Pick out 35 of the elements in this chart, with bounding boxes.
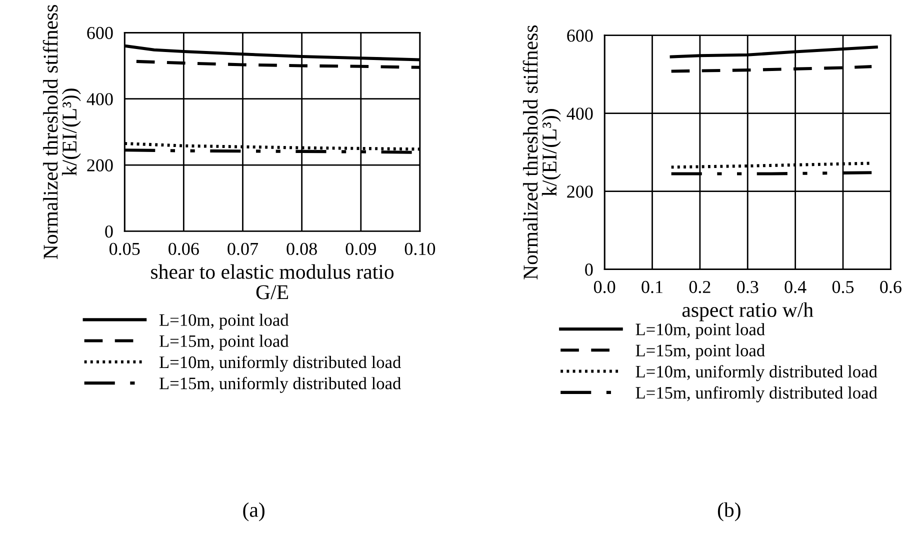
y-tick-label: 600 bbox=[567, 30, 593, 42]
legend-label: L=10m, point load bbox=[159, 314, 289, 330]
y-tick-label: 200 bbox=[567, 186, 593, 198]
y-tick-label: 200 bbox=[87, 159, 113, 172]
x-tick-label: 0.10 bbox=[404, 242, 436, 256]
x-tick-label: 0.4 bbox=[784, 280, 806, 294]
x-tick-label: 0.2 bbox=[689, 280, 710, 294]
legend-label: L=15m, uniformly distributed load bbox=[159, 376, 401, 393]
legend-label: L=10m, point load bbox=[636, 323, 765, 339]
text: (a) bbox=[243, 502, 264, 522]
y-axis-title: Normalized threshold stiffness k/(EI/(L³)) bbox=[42, 4, 81, 260]
x-tick-label: 0.08 bbox=[286, 242, 317, 256]
y-tick-label: 400 bbox=[566, 108, 593, 120]
text: (b) bbox=[718, 502, 740, 522]
x-tick-label: 0.6 bbox=[880, 280, 902, 294]
y-axis-title: Normalized threshold stiffness k/(EI/(L³)) bbox=[522, 25, 561, 280]
x-tick-label: 0.3 bbox=[737, 280, 758, 294]
legend-label: L=15m, point load bbox=[159, 334, 289, 351]
legend-label: L=10m, uniformly distributed load bbox=[159, 356, 401, 372]
legend-label: L=10m, uniformly distributed load bbox=[636, 365, 878, 382]
x-tick-label: 0.06 bbox=[168, 242, 199, 256]
x-axis-title: shear to elastic modulus ratio G/E bbox=[151, 264, 394, 300]
x-axis-title: aspect ratio w/h bbox=[682, 302, 814, 322]
x-tick-label: 0.09 bbox=[346, 242, 376, 256]
y-tick-label: 0 bbox=[105, 225, 113, 238]
y-tick-label: 600 bbox=[87, 26, 113, 40]
x-tick-label: 0.07 bbox=[228, 242, 258, 256]
y-tick-label: 0 bbox=[585, 264, 593, 276]
legend-label: L=15m, point load bbox=[636, 344, 765, 360]
x-tick-label: 0.0 bbox=[594, 280, 616, 294]
x-tick-label: 0.05 bbox=[109, 242, 140, 256]
legend-label: L=15m, unfiromly distributed load bbox=[636, 386, 878, 402]
x-tick-label: 0.1 bbox=[642, 280, 662, 294]
x-tick-label: 0.5 bbox=[832, 280, 854, 294]
y-tick-label: 400 bbox=[86, 93, 113, 106]
